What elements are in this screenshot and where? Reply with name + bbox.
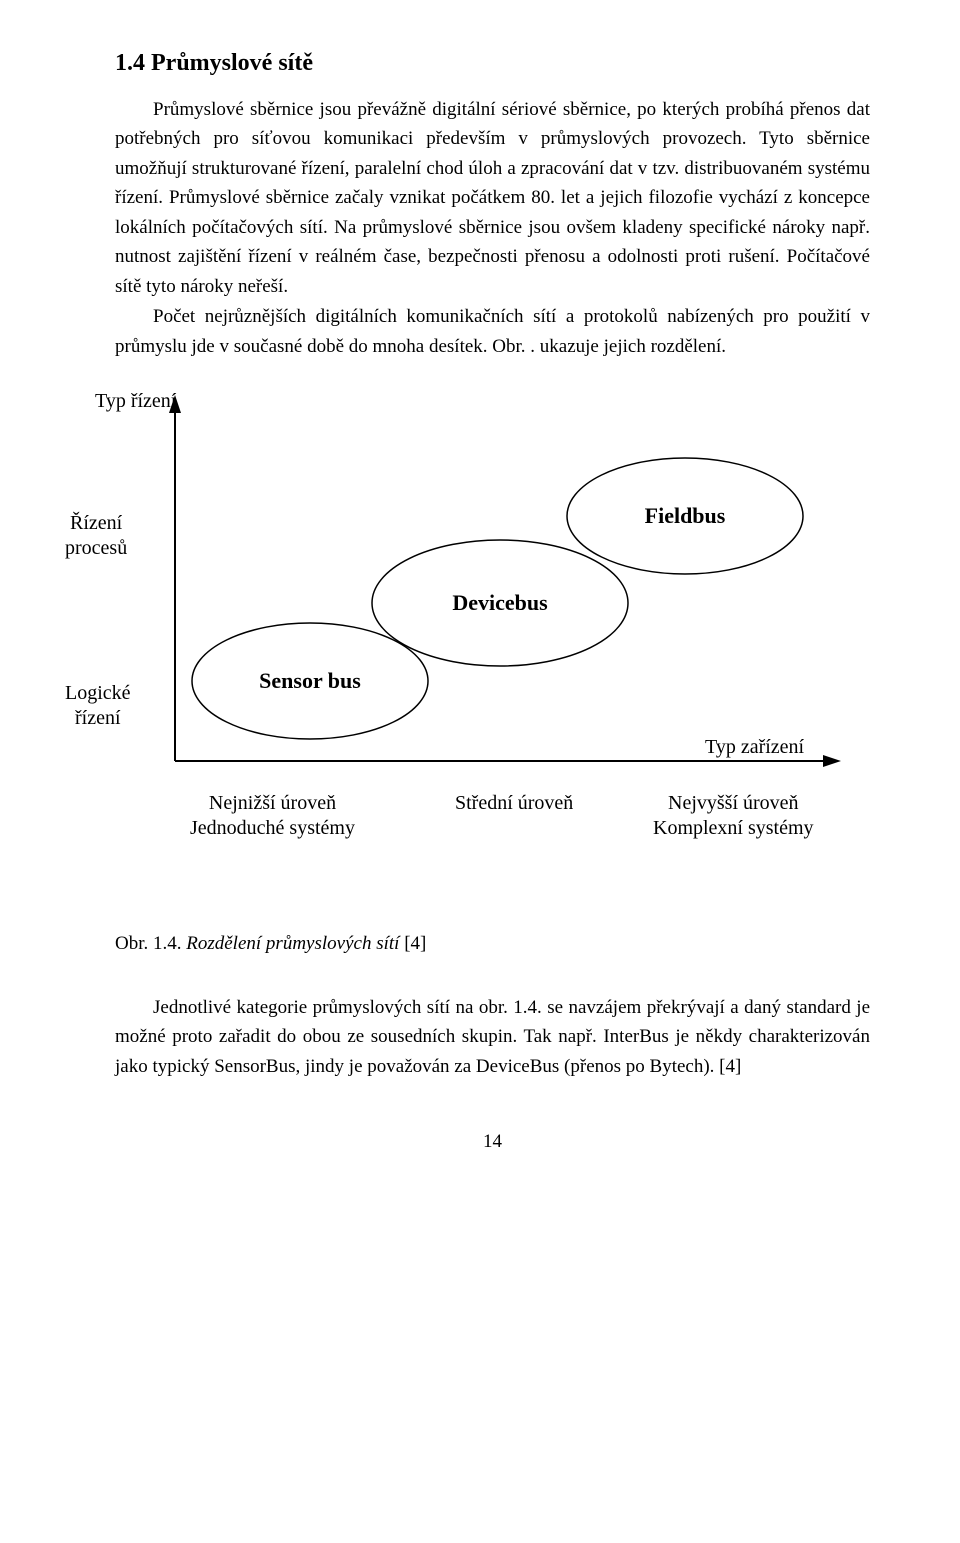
- paragraph-1: Průmyslové sběrnice jsou převážně digitá…: [115, 95, 870, 301]
- diagram-axis-label: Typ zařízení: [705, 735, 804, 760]
- paragraph-3: Jednotlivé kategorie průmyslových sítí n…: [115, 993, 870, 1081]
- diagram-axis-label: Střední úroveň: [455, 791, 573, 816]
- figure-caption: Obr. 1.4. Rozdělení průmyslových sítí [4…: [115, 933, 870, 955]
- svg-text:Devicebus: Devicebus: [452, 590, 548, 615]
- page: 1.4 Průmyslové sítě Průmyslové sběrnice …: [0, 0, 960, 1193]
- caption-ref: [4]: [404, 933, 426, 954]
- diagram-axis-label: Typ řízení: [95, 389, 176, 414]
- page-number: 14: [115, 1131, 870, 1153]
- svg-text:Fieldbus: Fieldbus: [645, 503, 726, 528]
- diagram-axis-label: Logickéřízení: [65, 681, 131, 731]
- diagram-axis-label: Nejvyšší úroveňKomplexní systémy: [653, 791, 814, 841]
- caption-prefix: Obr. 1.4.: [115, 933, 186, 954]
- caption-title: Rozdělení průmyslových sítí: [186, 933, 404, 954]
- svg-text:Sensor bus: Sensor bus: [259, 668, 361, 693]
- diagram: Sensor busDevicebusFieldbus Typ řízeníTy…: [115, 381, 870, 891]
- paragraph-2: Počet nejrůznějších digitálních komunika…: [115, 302, 870, 361]
- diagram-axis-label: Nejnižší úroveňJednoduché systémy: [190, 791, 355, 841]
- section-heading: 1.4 Průmyslové sítě: [115, 50, 870, 77]
- diagram-axis-label: Řízeníprocesů: [65, 511, 127, 561]
